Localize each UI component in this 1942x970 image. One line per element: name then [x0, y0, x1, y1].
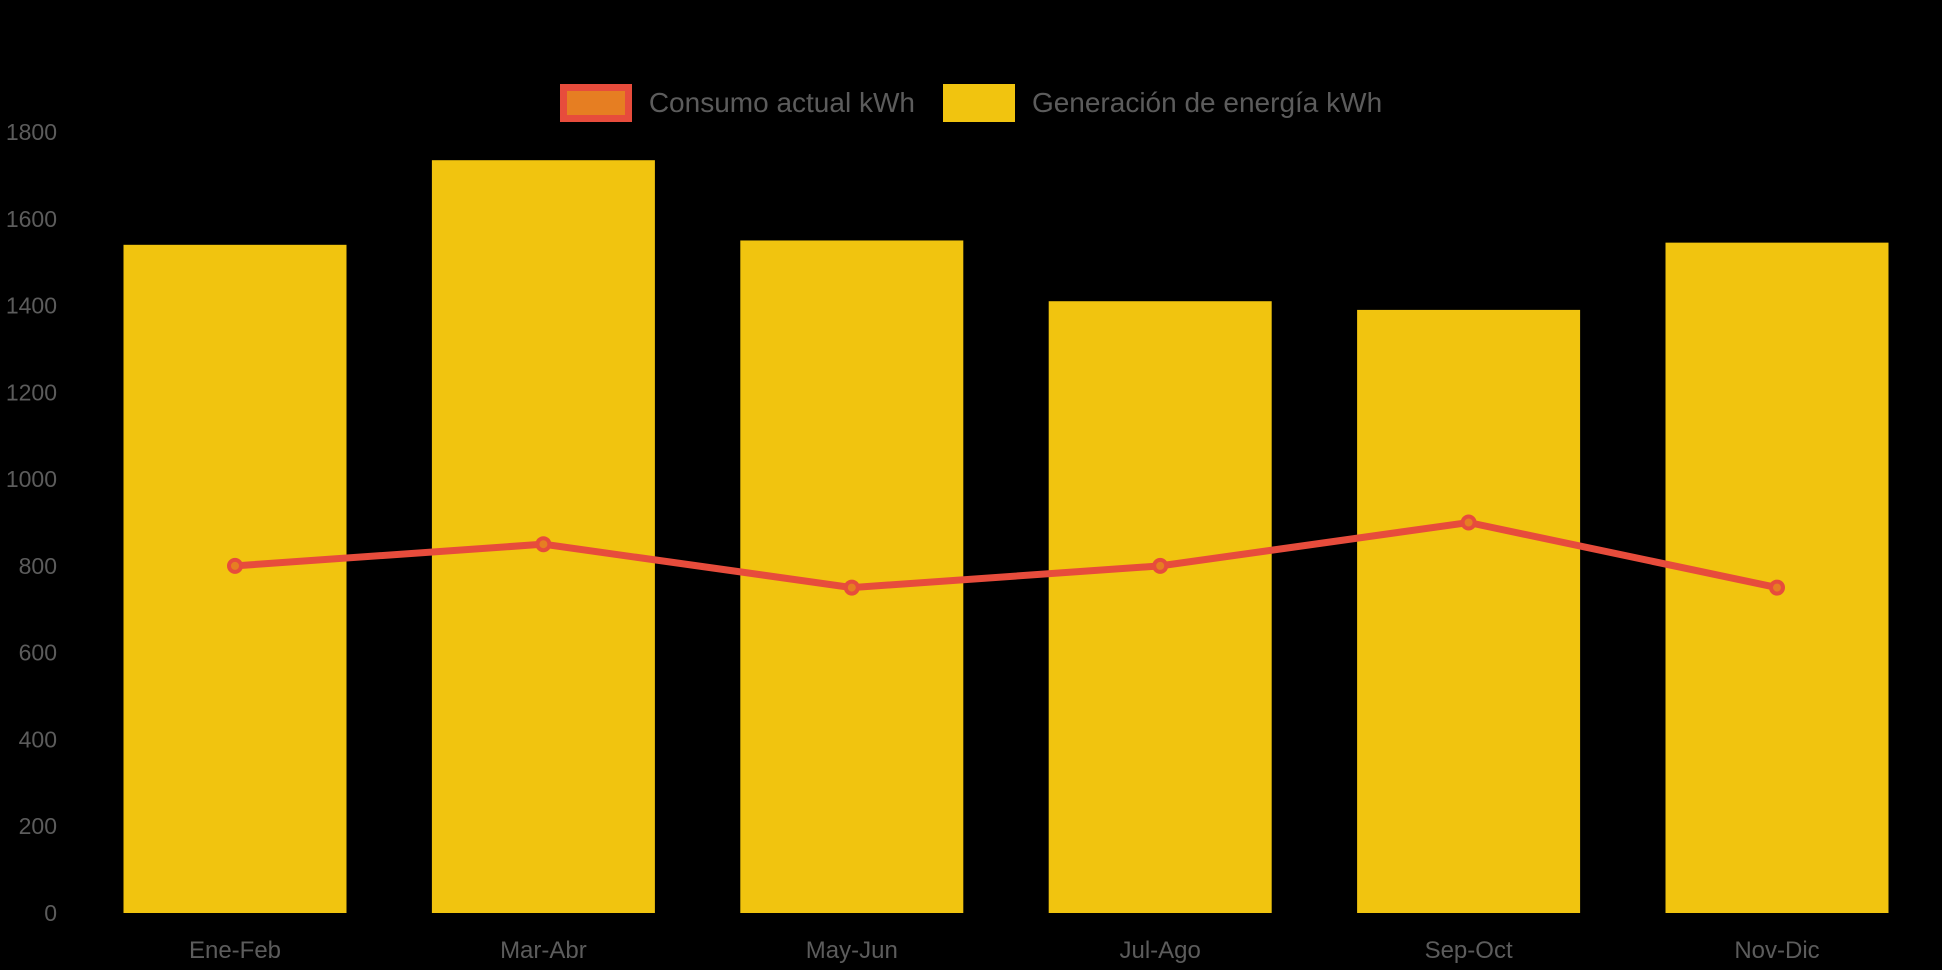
y-tick-label: 600	[19, 640, 57, 666]
y-tick-label: 1200	[6, 379, 57, 405]
x-tick-label-Sep-Oct: Sep-Oct	[1425, 937, 1513, 964]
line-point-Nov-Dic	[1769, 579, 1785, 596]
x-tick-label-Nov-Dic: Nov-Dic	[1734, 937, 1819, 964]
consumo-line	[234, 518, 1778, 592]
legend-swatch-bar-series-icon	[942, 84, 1015, 122]
y-tick-label: 0	[44, 900, 57, 926]
bar-Jul-Ago	[1048, 301, 1272, 913]
y-tick-label: 1600	[6, 206, 57, 232]
line-point-Sep-Oct	[1460, 514, 1477, 531]
x-tick-label-May-Jun: May-Jun	[806, 937, 898, 964]
legend-label-consumo-actual: Consumo actual kWh	[648, 87, 915, 118]
legend-swatch-line-series-icon	[559, 84, 632, 122]
y-tick-label: 200	[19, 813, 57, 839]
x-tick-label-Ene-Feb: Ene-Feb	[189, 937, 281, 964]
x-tick-label-Mar-Abr: Mar-Abr	[500, 937, 587, 964]
bar-Nov-Dic	[1665, 242, 1889, 913]
x-tick-label-Jul-Ago: Jul-Ago	[1120, 937, 1201, 964]
y-tick-label: 1400	[6, 293, 57, 319]
line-point-Ene-Feb	[227, 557, 243, 574]
chart-legend: Consumo actual kWh Generación de energía…	[0, 84, 1942, 122]
y-tick-label: 800	[19, 553, 57, 579]
y-tick-label: 1800	[6, 119, 57, 145]
bar-Ene-Feb	[123, 244, 347, 914]
y-tick-label: 1000	[6, 466, 57, 492]
line-point-May-Jun	[843, 579, 860, 596]
legend-label-generacion-energia: Generación de energía kWh	[1031, 87, 1383, 118]
legend-item-generacion-energia[interactable]: Generación de energía kWh	[942, 84, 1383, 122]
bar-Sep-Oct	[1357, 309, 1581, 914]
legend-item-consumo-actual[interactable]: Consumo actual kWh	[559, 84, 915, 122]
line-point-Jul-Ago	[1152, 557, 1169, 574]
line-point-Mar-Abr	[535, 536, 552, 553]
y-tick-label: 400	[19, 726, 57, 752]
